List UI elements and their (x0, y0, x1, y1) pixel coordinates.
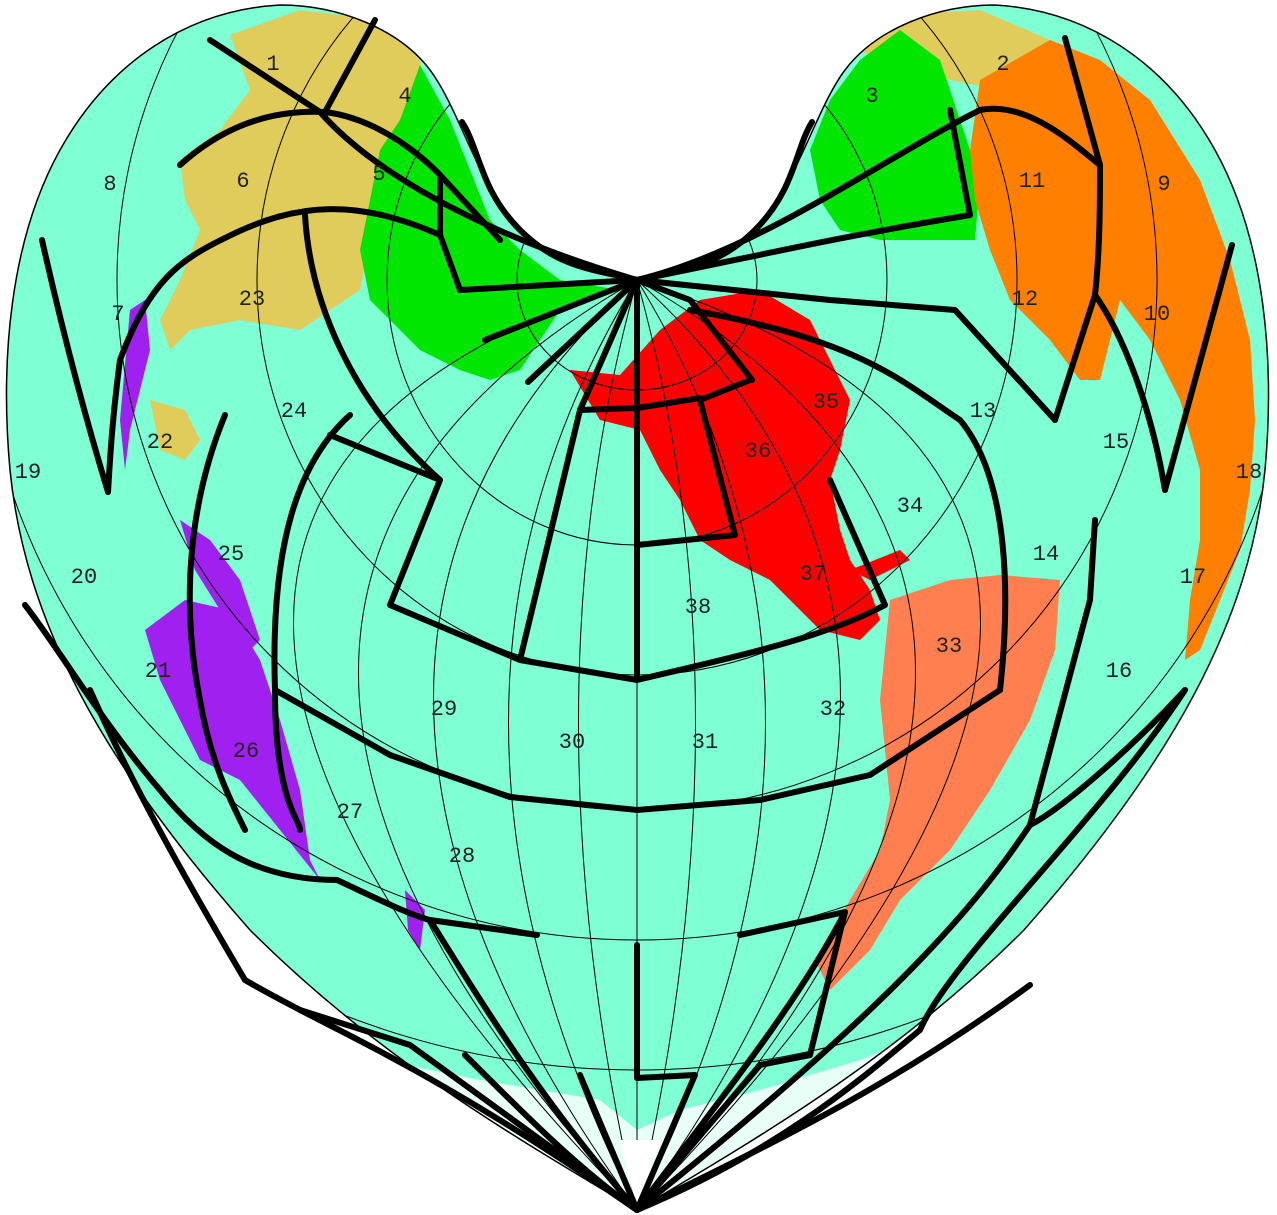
region-label-16: 16 (1106, 659, 1132, 684)
region-label-30: 30 (559, 730, 585, 755)
land-new-zealand (405, 890, 425, 950)
region-label-23: 23 (239, 287, 265, 312)
region-label-14: 14 (1033, 542, 1059, 567)
land-east-asia-fragment (150, 400, 200, 460)
land-australia (145, 600, 330, 900)
region-label-3: 3 (865, 84, 878, 109)
region-label-20: 20 (71, 565, 97, 590)
region-label-2: 2 (996, 52, 1009, 77)
region-label-17: 17 (1180, 565, 1206, 590)
region-label-6: 6 (236, 169, 249, 194)
region-label-25: 25 (218, 542, 244, 567)
region-label-29: 29 (431, 697, 457, 722)
land-caribbean (850, 550, 910, 580)
region-label-10: 10 (1144, 302, 1170, 327)
region-label-5: 5 (372, 162, 385, 187)
region-label-24: 24 (281, 399, 307, 424)
land-north-america (570, 290, 880, 640)
region-label-27: 27 (337, 800, 363, 825)
region-label-9: 9 (1157, 172, 1170, 197)
region-label-13: 13 (970, 399, 996, 424)
region-label-19: 19 (15, 460, 41, 485)
region-label-11: 11 (1019, 169, 1045, 194)
region-label-31: 31 (692, 730, 718, 755)
region-label-34: 34 (897, 494, 923, 519)
region-label-4: 4 (398, 84, 411, 109)
region-label-22: 22 (147, 430, 173, 455)
region-label-37: 37 (800, 562, 826, 587)
region-boundaries (22, 17, 1235, 1213)
land-north-asia (160, 10, 430, 350)
land-europe-east (810, 30, 980, 240)
land-africa (970, 40, 1255, 660)
land-indonesia (180, 520, 260, 650)
south-pole-gap (620, 1140, 660, 1210)
region-label-35: 35 (813, 390, 839, 415)
region-label-32: 32 (820, 697, 846, 722)
region-label-36: 36 (745, 439, 771, 464)
region-label-7: 7 (111, 302, 124, 327)
region-label-26: 26 (233, 739, 259, 764)
region-label-8: 8 (103, 172, 116, 197)
region-label-21: 21 (145, 659, 171, 684)
region-label-18: 18 (1236, 460, 1262, 485)
land-europe-west-asia (360, 65, 620, 380)
region-label-38: 38 (685, 595, 711, 620)
region-labels: 1 2 3 4 5 6 7 8 9 10 11 12 13 14 15 16 1… (15, 52, 1262, 869)
region-label-15: 15 (1103, 430, 1129, 455)
region-label-1: 1 (266, 52, 279, 77)
region-label-12: 12 (1012, 287, 1038, 312)
region-label-28: 28 (449, 844, 475, 869)
region-label-33: 33 (936, 634, 962, 659)
